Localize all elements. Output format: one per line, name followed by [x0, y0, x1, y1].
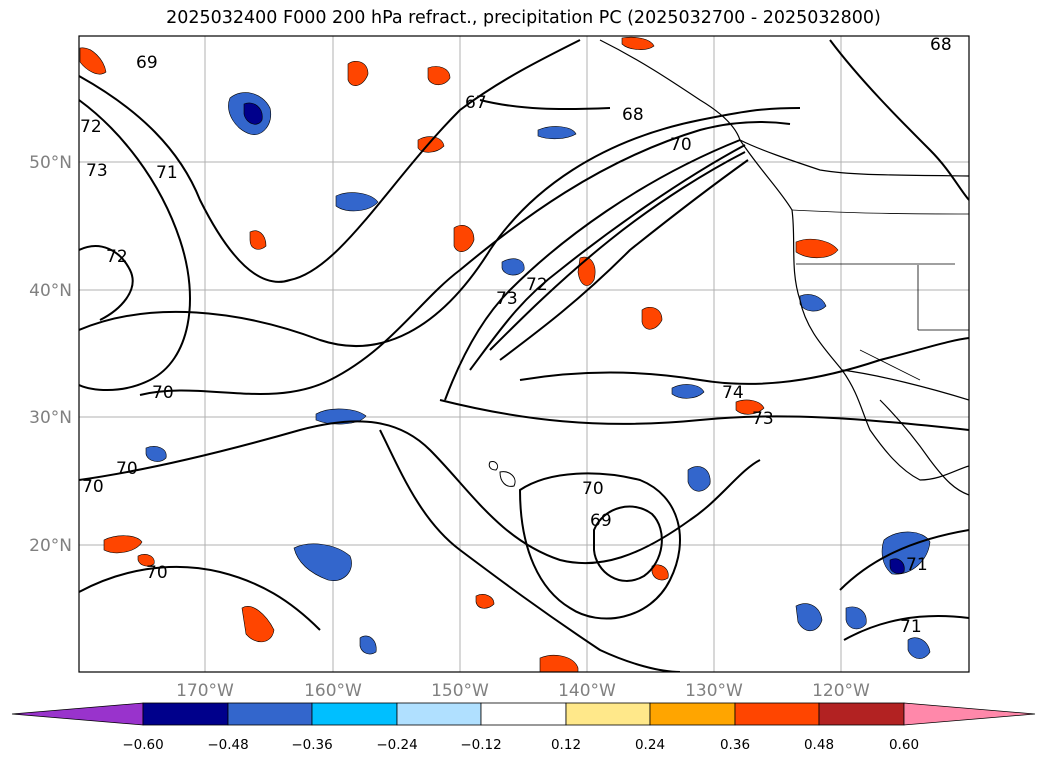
coastlines [488, 39, 969, 496]
contour-label: 70 [152, 383, 174, 403]
precip-patch-neg [315, 408, 367, 425]
precip-patch-pos [249, 230, 267, 250]
colorbar-segment [227, 702, 313, 726]
contour-label: 71 [156, 163, 178, 183]
plot-frame [78, 35, 970, 673]
contour-label: 71 [900, 617, 922, 637]
colorbar-tick-label: 0.48 [804, 737, 834, 753]
precip-patch-pos [347, 61, 369, 86]
precip-patch-pos [735, 399, 765, 415]
lon-label: 160°W [304, 681, 362, 701]
colorbar-tick-label: −0.36 [291, 737, 332, 753]
contour-labels: 69 72 73 71 72 67 68 70 73 72 70 70 70 7… [80, 35, 952, 637]
precip-patch-neg [359, 635, 377, 655]
contour-label: 70 [582, 479, 604, 499]
contour-label: 73 [86, 161, 108, 181]
colorbar-segment [649, 702, 736, 726]
refractivity-contours [79, 39, 969, 672]
colorbar-segment [396, 702, 482, 726]
contour-label: 69 [590, 511, 612, 531]
colorbar-extend-low [11, 702, 144, 726]
lon-label: 140°W [558, 681, 616, 701]
precip-patch-neg [335, 192, 379, 212]
lon-axis-labels: 170°W 160°W 150°W 140°W 130°W 120°W [176, 681, 870, 701]
precip-patch-pos [539, 655, 579, 672]
colorbar-segment [818, 702, 905, 726]
precip-patch-neg [145, 446, 167, 462]
lon-label: 170°W [176, 681, 234, 701]
contour-label: 70 [146, 563, 168, 583]
precip-patch-neg [907, 637, 931, 659]
contour-label: 69 [136, 53, 158, 73]
precip-patch-neg [799, 294, 827, 312]
contour-label: 70 [82, 477, 104, 497]
precip-patches [79, 36, 931, 672]
contour-label: 70 [116, 459, 138, 479]
contour-label: 70 [670, 135, 692, 155]
lat-label: 20°N [29, 536, 72, 556]
colorbar-tick-label: −0.48 [207, 737, 248, 753]
precip-patch-pos [577, 256, 596, 286]
colorbar-segment [565, 702, 651, 726]
lat-label: 30°N [29, 408, 72, 428]
precip-patch-pos [795, 238, 839, 259]
precip-patch-pos [241, 606, 275, 643]
colorbar-extend-high [903, 702, 1036, 726]
contour-label: 72 [80, 117, 102, 137]
contour-label: 67 [465, 93, 487, 113]
colorbar-tick-label: −0.12 [460, 737, 501, 753]
precip-patch-neg [889, 558, 905, 574]
colorbar-segment [480, 702, 567, 726]
colorbar-tick-label: 0.36 [720, 737, 750, 753]
gridlines [79, 36, 969, 672]
contour-label: 72 [106, 247, 128, 267]
precip-patch-pos [417, 136, 445, 153]
lat-axis-labels: 50°N 40°N 30°N 20°N [29, 153, 72, 556]
lon-label: 150°W [431, 681, 489, 701]
precip-patch-pos [137, 554, 155, 567]
colorbar-segment [142, 702, 229, 726]
precip-patch-pos [427, 66, 451, 86]
colorbar-tick-label: 0.60 [889, 737, 919, 753]
colorbar [11, 702, 1036, 726]
contour-label: 73 [752, 409, 774, 429]
precip-patch-pos [641, 307, 663, 330]
precip-patch-neg [537, 126, 577, 140]
contour-label: 74 [722, 383, 744, 403]
precip-patch-neg [687, 466, 711, 492]
colorbar-segment [734, 702, 820, 726]
precip-patch-neg [795, 603, 823, 632]
colorbar-tick-label: 0.12 [551, 737, 581, 753]
precip-patch-pos [103, 535, 143, 554]
precip-patch-pos [621, 36, 655, 50]
contour-label: 68 [930, 35, 952, 55]
contour-label: 68 [622, 105, 644, 125]
contour-label: 72 [526, 275, 548, 295]
lat-label: 40°N [29, 281, 72, 301]
precip-patch-neg [845, 606, 867, 630]
contour-label: 71 [906, 555, 928, 575]
colorbar-segment [311, 702, 398, 726]
precip-patch-pos [475, 594, 495, 609]
precip-patch-neg [293, 543, 352, 581]
contour-label: 73 [496, 289, 518, 309]
colorbar-tick-label: −0.60 [122, 737, 163, 753]
colorbar-tick-label: −0.24 [376, 737, 417, 753]
precip-patch-neg [671, 384, 705, 399]
lon-label: 120°W [812, 681, 870, 701]
lat-label: 50°N [29, 153, 72, 173]
colorbar-ticks: −0.60 −0.48 −0.36 −0.24 −0.12 0.12 0.24 … [122, 737, 919, 753]
precip-patch-pos [453, 225, 475, 252]
precip-patch-neg [243, 102, 263, 125]
colorbar-tick-label: 0.24 [635, 737, 665, 753]
lon-label: 130°W [685, 681, 743, 701]
precip-patch-neg [501, 258, 525, 276]
chart-title: 2025032400 F000 200 hPa refract., precip… [166, 8, 881, 28]
precip-patch-pos [79, 47, 107, 75]
precip-patch-pos [651, 564, 669, 581]
